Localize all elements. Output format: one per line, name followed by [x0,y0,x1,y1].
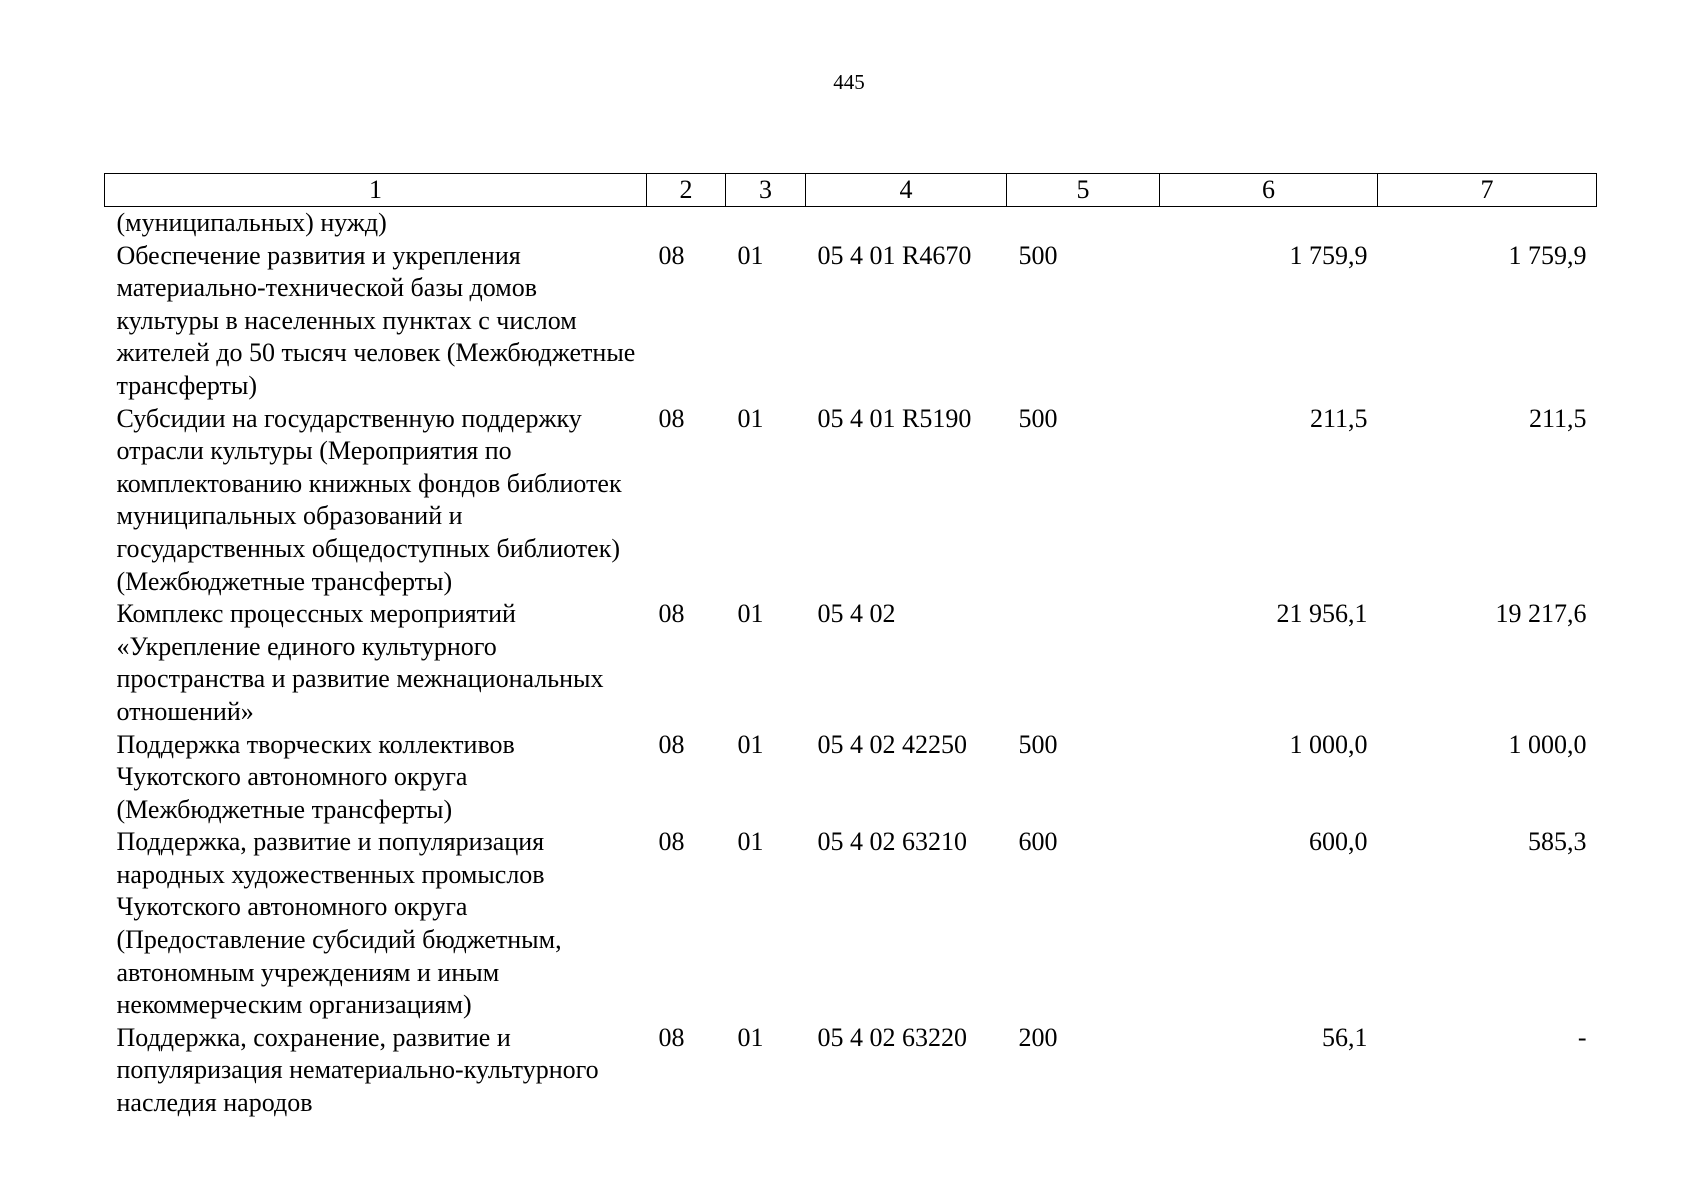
amount-col-7: 1 000,0 [1508,729,1587,759]
row-name: Обеспечение развития и укрепления матери… [116,240,636,400]
row-name: Поддержка творческих коллективов Чукотск… [116,729,515,824]
table-body: (муниципальных) нужд) Обеспечение развит… [105,207,1597,1120]
column-header-3: 3 [725,173,806,207]
amount-col-6: 1 759,9 [1289,240,1368,270]
row-name: Комплекс процессных мероприятий «Укрепле… [116,599,604,726]
target-code: 05 4 01 R5190 [817,403,972,433]
table-row: Обеспечение развития и укрепления матери… [105,240,1597,403]
amount-col-7: 19 217,6 [1495,599,1587,629]
subsection-code: 01 [737,827,764,857]
page-number: 445 [833,70,865,94]
amount-col-6: 600,0 [1309,827,1368,857]
column-header-7: 7 [1377,173,1597,207]
amount-col-7: 585,3 [1528,827,1587,857]
table-row: Комплекс процессных мероприятий «Укрепле… [105,598,1597,728]
expense-type-code [1007,207,1160,240]
amount-col-7: - [1577,1022,1587,1052]
table-row: Поддержка, развитие и популяризация наро… [105,826,1597,1022]
table-row: (муниципальных) нужд) [105,207,1597,240]
amount-col-6: 1 000,0 [1289,729,1368,759]
expense-type-code: 500 [1018,729,1058,759]
section-code: 08 [658,827,685,857]
table-header: 1 2 3 4 5 6 7 [104,173,1597,207]
section-code: 08 [658,729,685,759]
subsection-code: 01 [737,729,764,759]
subsection-code: 01 [737,240,764,270]
amount-col-6: 211,5 [1309,403,1368,433]
expense-type-code: 600 [1018,827,1058,857]
subsection-code [726,207,806,240]
target-code: 05 4 02 63220 [817,1022,968,1052]
column-header-2: 2 [646,173,726,207]
budget-table: 1 2 3 4 5 6 7 (муниципальных) нужд) Обес… [104,173,1597,1120]
column-header-6: 6 [1159,173,1378,207]
table-header-row: 1 2 3 4 5 6 7 [104,173,1597,207]
target-code: 05 4 02 [817,599,896,629]
column-header-1: 1 [104,173,647,207]
expense-type-code: 500 [1018,403,1058,433]
subsection-code: 01 [737,403,764,433]
subsection-code: 01 [737,1022,764,1052]
row-name: (муниципальных) нужд) [116,208,387,237]
subsection-code: 01 [737,599,764,629]
row-name: Поддержка, сохранение, развитие и популя… [116,1022,599,1118]
column-header-4: 4 [805,173,1007,207]
table-row: Поддержка творческих коллективов Чукотск… [105,729,1597,827]
section-code: 08 [658,403,685,433]
section-code: 08 [658,599,685,629]
section-code [647,207,726,240]
table-row: Поддержка, сохранение, развитие и популя… [105,1022,1597,1120]
table-row: Субсидии на государственную поддержку от… [105,403,1597,599]
target-code: 05 4 02 42250 [817,729,968,759]
target-code [806,207,1007,240]
target-code: 05 4 02 63210 [817,827,968,857]
column-header-5: 5 [1006,173,1160,207]
amount-col-6: 56,1 [1322,1022,1368,1052]
target-code: 05 4 01 R4670 [817,240,972,270]
amount-col-6: 21 956,1 [1276,599,1368,629]
amount-col-7 [1378,207,1597,240]
expense-type-code: 200 [1018,1022,1058,1052]
amount-col-7: 211,5 [1528,403,1587,433]
section-code: 08 [658,1022,685,1052]
expense-type-code: 500 [1018,240,1058,270]
section-code: 08 [658,240,685,270]
amount-col-6 [1160,207,1378,240]
row-name: Субсидии на государственную поддержку от… [116,403,622,596]
amount-col-7: 1 759,9 [1508,240,1587,270]
row-name: Поддержка, развитие и популяризация наро… [116,827,562,1020]
expense-type-code [1007,598,1160,728]
